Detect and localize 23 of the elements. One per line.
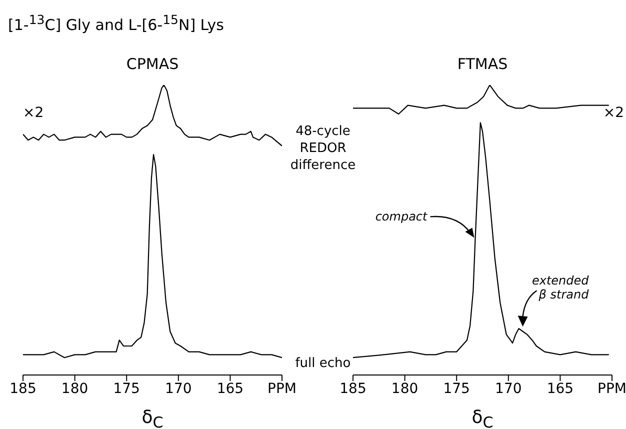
chart-subtitle: FTMAS — [456, 55, 509, 73]
x-tick-label: 165 — [546, 380, 574, 397]
series-label: 48-cycle REDOR difference — [289, 123, 357, 174]
annotation: compact — [375, 210, 429, 224]
x-tick-label: 170 — [165, 380, 192, 397]
annotation: ×2 — [23, 105, 44, 121]
x-tick-label: 180 — [61, 380, 88, 397]
series-label: full echo — [294, 355, 352, 372]
x-tick-label: 165 — [216, 380, 244, 397]
x-tick-label: 175 — [443, 380, 470, 397]
chart-subtitle: CPMAS — [125, 55, 180, 73]
annotation: extended β strand — [532, 274, 590, 302]
x-axis-title: δ$_{C}$ — [140, 407, 164, 429]
x-tick-label: 185 — [10, 380, 36, 397]
x-tick-label: 180 — [391, 380, 418, 397]
x-tick-label: PPM — [598, 380, 626, 397]
annotation: ×2 — [603, 105, 624, 121]
x-axis-title: δ$_{C}$ — [470, 407, 494, 429]
x-tick-label: PPM — [268, 380, 296, 397]
x-tick-label: 185 — [340, 380, 366, 397]
chart-title: [1-$^{13}$C] Gly and L-[6-$^{15}$N] Lys — [8, 12, 224, 34]
x-tick-label: 175 — [113, 380, 140, 397]
x-tick-label: 170 — [495, 380, 522, 397]
